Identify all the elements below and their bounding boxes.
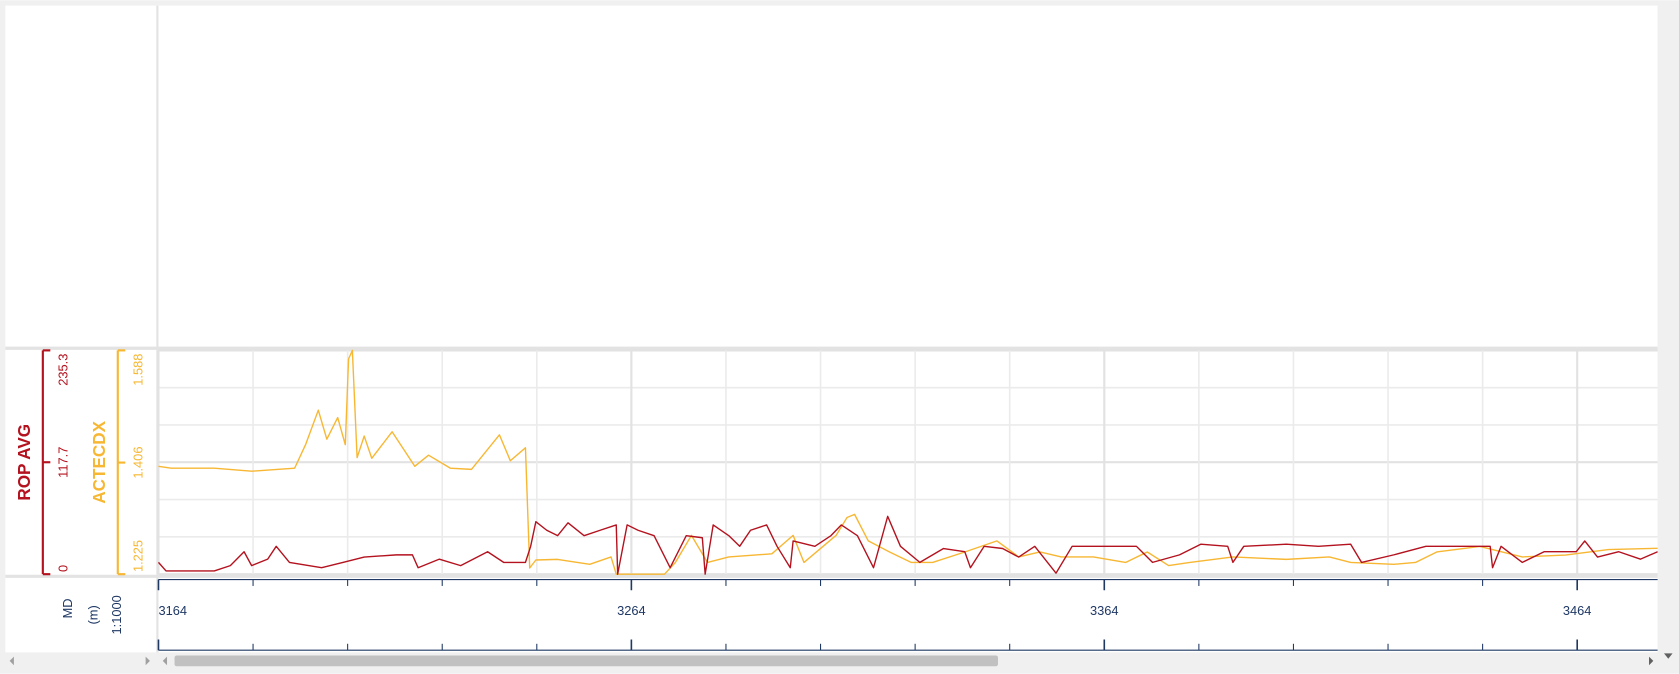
series-line [157,515,1658,575]
y-tick-label: 117.7 [56,447,71,478]
scroll-right-button[interactable] [145,656,150,666]
y-axis-title: ACTECDX [89,420,109,503]
scroll-down-button[interactable] [1664,653,1673,659]
y-tick-label: 235.3 [56,354,71,386]
x-tick-label: 3164 [158,603,187,618]
y-tick-label: 1.406 [131,447,146,479]
panel [5,5,1658,653]
series-line [158,349,1658,575]
scale-label: 1:1000 [109,595,124,634]
y-axis-title: ROP AVG [14,424,34,501]
scrollbar-thumb[interactable] [174,655,998,667]
x-tick-label: 3264 [617,603,646,618]
scroll-left-button[interactable] [162,656,168,666]
x-tick-label: 3364 [1090,603,1119,618]
x-tick-label: 3464 [1563,603,1592,618]
x-axis-label: MD [60,598,75,618]
scroll-left-button[interactable] [9,656,14,666]
y-tick-label: 0 [56,565,71,572]
scroll-right-button[interactable] [1649,656,1654,666]
plot-area: 3164 3264 3364 3464 [157,349,1658,651]
y-tick-label: 1.588 [131,354,146,386]
x-axis-unit: (m) [86,605,101,624]
y-tick-label: 1.225 [131,540,146,572]
